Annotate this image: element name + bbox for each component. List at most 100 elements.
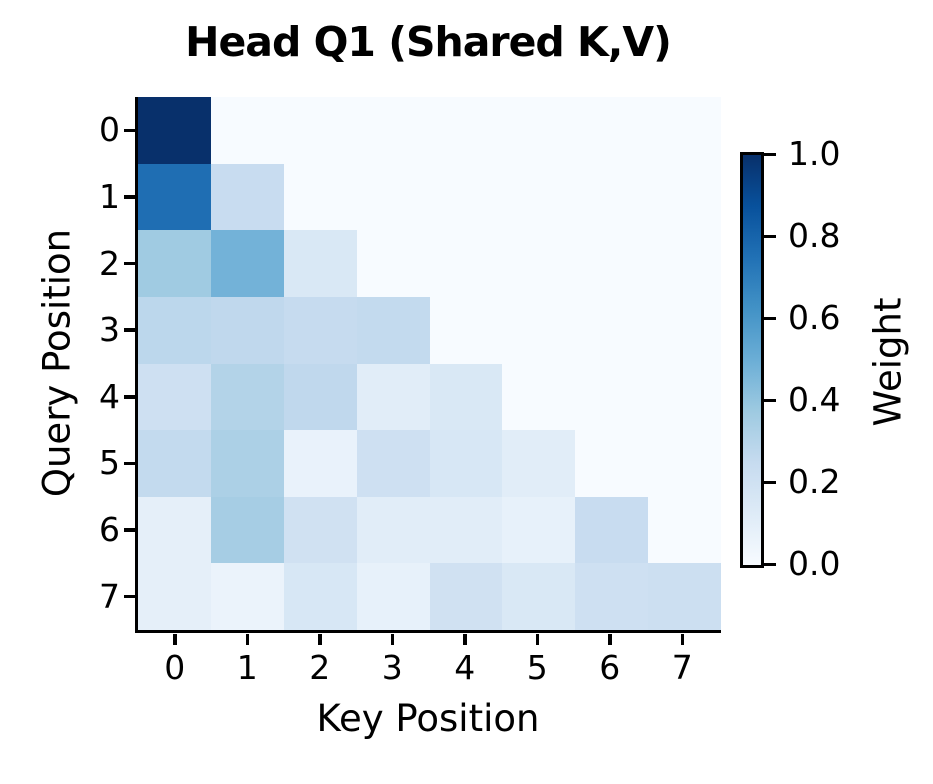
heatmap-cell-6-1 [210, 496, 284, 564]
heatmap-cell-0-5 [502, 97, 576, 164]
heatmap-cell-6-4 [429, 496, 503, 564]
y-tick-mark [124, 195, 135, 199]
y-tick-label: 5 [99, 443, 120, 483]
colorbar-tick-mark [764, 398, 776, 402]
heatmap-cell-1-5 [502, 163, 576, 231]
heatmap-cell-6-2 [283, 496, 357, 564]
colorbar-tick-mark [764, 480, 776, 484]
y-tick-label: 1 [99, 176, 120, 216]
heatmap-cell-5-4 [429, 430, 503, 497]
y-tick-label: 2 [99, 243, 120, 283]
heatmap-cell-7-7 [648, 563, 721, 630]
heatmap-cell-4-1 [210, 363, 284, 431]
heatmap-cell-0-4 [429, 97, 503, 164]
heatmap-cell-1-6 [575, 163, 649, 231]
heatmap-cell-7-0 [138, 563, 211, 630]
heatmap-cell-5-7 [648, 430, 721, 497]
heatmap-cell-2-2 [283, 230, 357, 297]
y-tick-mark [124, 528, 135, 532]
heatmap-cell-3-5 [502, 296, 576, 364]
heatmap-cell-4-2 [283, 363, 357, 431]
x-tick-label: 7 [671, 648, 693, 687]
heatmap-cell-1-1 [210, 163, 284, 231]
heatmap-cell-4-0 [138, 363, 211, 431]
heatmap-cell-7-1 [210, 563, 284, 630]
heatmap-cell-0-3 [356, 97, 430, 164]
heatmap-cell-6-5 [502, 496, 576, 564]
y-tick-mark [124, 395, 135, 399]
heatmap-cell-5-1 [210, 430, 284, 497]
heatmap-cell-1-3 [356, 163, 430, 231]
colorbar-tick-label: 0.6 [788, 298, 841, 337]
colorbar-tick-mark [764, 562, 776, 566]
plot-frame [135, 97, 721, 633]
colorbar-label: Weight [866, 297, 910, 427]
x-tick-label: 0 [164, 648, 186, 687]
x-tick-mark [245, 634, 249, 645]
heatmap-cell-3-0 [138, 296, 211, 364]
heatmap-cell-7-6 [575, 563, 649, 630]
heatmap-cell-4-6 [575, 363, 649, 431]
x-axis-label: Key Position [316, 697, 540, 740]
colorbar-tick-label: 0.8 [788, 216, 841, 255]
heatmap-cell-3-4 [429, 296, 503, 364]
x-tick-label: 5 [526, 648, 548, 687]
colorbar-tick-label: 0.2 [788, 462, 841, 501]
heatmap-cell-2-1 [210, 230, 284, 297]
y-tick-label: 7 [99, 576, 120, 616]
heatmap-cell-5-2 [283, 430, 357, 497]
heatmap-cell-4-7 [648, 363, 721, 431]
colorbar-tick-label: 0.4 [788, 380, 841, 419]
y-tick-mark [124, 128, 135, 133]
x-tick-label: 6 [599, 648, 621, 687]
heatmap-cell-1-2 [283, 163, 357, 231]
heatmap-cell-2-6 [575, 230, 649, 297]
heatmap-cell-4-3 [356, 363, 430, 431]
heatmap-cell-5-3 [356, 430, 430, 497]
heatmap-cell-6-7 [648, 496, 721, 564]
heatmap-cell-5-0 [138, 430, 211, 497]
heatmap-cell-0-2 [283, 97, 357, 164]
heatmap-cell-7-5 [502, 563, 576, 630]
heatmap-cell-3-6 [575, 296, 649, 364]
x-tick-mark [535, 634, 539, 645]
x-tick-label: 2 [309, 648, 331, 687]
colorbar-tick-label: 0.0 [788, 544, 841, 583]
heatmap-cell-6-6 [575, 496, 649, 564]
heatmap-cell-6-3 [356, 496, 430, 564]
y-tick-mark [124, 594, 135, 599]
heatmap-cell-7-3 [356, 563, 430, 630]
heatmap-cell-1-4 [429, 163, 503, 231]
heatmap-cell-4-5 [502, 363, 576, 431]
heatmap-cell-0-7 [648, 97, 721, 164]
heatmap-cell-3-2 [283, 296, 357, 364]
x-tick-mark [318, 634, 322, 645]
colorbar-tick-mark [764, 234, 776, 238]
heatmap-cell-5-5 [502, 430, 576, 497]
heatmap-cell-1-7 [648, 163, 721, 231]
heatmap-cell-6-0 [138, 496, 211, 564]
heatmap-cell-0-1 [210, 97, 284, 164]
heatmap-cell-2-3 [356, 230, 430, 297]
heatmap-cell-2-0 [138, 230, 211, 297]
heatmap-cell-0-0 [138, 97, 211, 164]
heatmap-cell-2-5 [502, 230, 576, 297]
x-tick-mark [173, 634, 177, 645]
heatmap-cell-3-1 [210, 296, 284, 364]
x-tick-mark [680, 634, 684, 645]
y-tick-label: 3 [99, 310, 120, 350]
heatmap-cell-5-6 [575, 430, 649, 497]
heatmap [138, 97, 721, 630]
heatmap-cell-3-3 [356, 296, 430, 364]
x-tick-mark [608, 634, 612, 645]
heatmap-cell-7-2 [283, 563, 357, 630]
x-tick-label: 1 [236, 648, 258, 687]
heatmap-cell-1-0 [138, 163, 211, 231]
y-tick-label: 4 [99, 376, 120, 416]
x-tick-label: 3 [381, 648, 403, 687]
heatmap-cell-0-6 [575, 97, 649, 164]
chart-title: Head Q1 (Shared K,V) [185, 18, 672, 66]
x-tick-mark [463, 634, 467, 645]
y-tick-mark [124, 461, 135, 466]
